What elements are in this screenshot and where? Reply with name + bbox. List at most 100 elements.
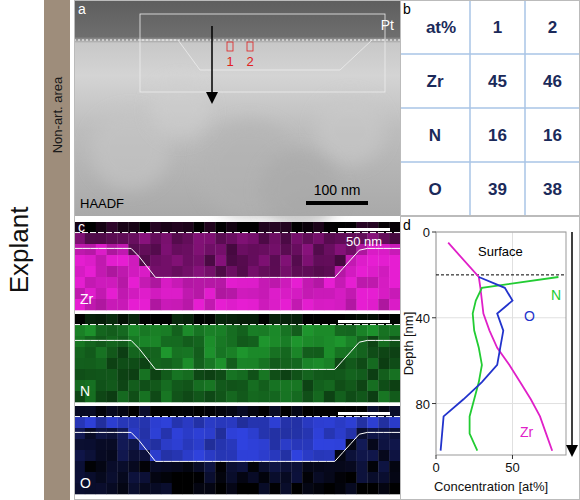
map-pixel: [117, 299, 128, 310]
map-pixel: [357, 406, 368, 417]
map-pixel: [291, 439, 302, 450]
map-pixel: [335, 417, 346, 428]
map-pixel: [324, 222, 335, 233]
map-pixel: [259, 483, 270, 494]
series-label: O: [524, 308, 535, 324]
map-pixel: [248, 266, 259, 277]
map-pixel: [194, 450, 205, 461]
map-pixel: [237, 222, 248, 233]
map-pixel: [335, 255, 346, 266]
map-pixel: [150, 299, 161, 310]
map-pixel: [389, 299, 400, 310]
map-pixel: [357, 391, 368, 402]
map-pixel: [237, 266, 248, 277]
map-pixel: [150, 347, 161, 358]
map-pixel: [172, 439, 183, 450]
map-pixel: [85, 358, 96, 369]
map-pixel: [280, 450, 291, 461]
table-bg: [400, 0, 580, 216]
map-pixel: [128, 380, 139, 391]
map-pixel: [172, 483, 183, 494]
map-pixel: [161, 288, 172, 299]
map-pixel: [280, 222, 291, 233]
map-pixel: [172, 450, 183, 461]
map-pixel: [324, 347, 335, 358]
map-pixel: [183, 336, 194, 347]
map-pixel: [389, 255, 400, 266]
map-pixel: [226, 277, 237, 288]
map-pixel: [85, 406, 96, 417]
map-pixel: [117, 233, 128, 244]
map-pixel: [107, 244, 118, 255]
map-pixel: [85, 347, 96, 358]
map-pixel: [128, 288, 139, 299]
map-pixel: [194, 222, 205, 233]
map-pixel: [346, 450, 357, 461]
scale-bar: [338, 412, 390, 415]
map-pixel: [226, 222, 237, 233]
map-pixel: [226, 233, 237, 244]
panel-frame: [401, 217, 580, 500]
map-pixel: [324, 369, 335, 380]
point-label: 2: [246, 54, 253, 69]
map-pixel: [302, 461, 313, 472]
map-pixel: [128, 461, 139, 472]
map-pixel: [215, 288, 226, 299]
map-pixel: [139, 483, 150, 494]
map-pixel: [161, 417, 172, 428]
map-pixel: [74, 461, 85, 472]
map-pixel: [259, 299, 270, 310]
map-pixel: [280, 347, 291, 358]
map-pixel: [389, 417, 400, 428]
map-pixel: [85, 266, 96, 277]
map-pixel: [248, 369, 259, 380]
map-pixel: [248, 244, 259, 255]
map-pixel: [357, 277, 368, 288]
map-pixel: [346, 314, 357, 325]
map-pixel: [150, 380, 161, 391]
map-pixel: [313, 417, 324, 428]
map-pixel: [313, 483, 324, 494]
map-pixel: [204, 255, 215, 266]
map-pixel: [302, 222, 313, 233]
map-pixel: [248, 461, 259, 472]
map-pixel: [259, 439, 270, 450]
map-pixel: [367, 288, 378, 299]
map-pixel: [378, 417, 389, 428]
map-pixel: [302, 336, 313, 347]
map-pixel: [215, 325, 226, 336]
map-label: O: [80, 475, 91, 491]
map-pixel: [107, 406, 118, 417]
map-pixel: [150, 483, 161, 494]
map-pixel: [85, 417, 96, 428]
map-pixel: [139, 255, 150, 266]
map-pixel: [215, 233, 226, 244]
map-pixel: [313, 391, 324, 402]
map-pixel: [302, 288, 313, 299]
map-pixel: [150, 266, 161, 277]
surface-line: [74, 324, 400, 325]
map-pixel: [302, 255, 313, 266]
map-pixel: [324, 325, 335, 336]
map-pixel: [150, 325, 161, 336]
map-pixel: [378, 314, 389, 325]
map-pixel: [237, 358, 248, 369]
map-pixel: [291, 336, 302, 347]
map-pixel: [237, 417, 248, 428]
map-pixel: [117, 472, 128, 483]
map-pixel: [313, 472, 324, 483]
map-pixel: [313, 266, 324, 277]
map-pixel: [107, 233, 118, 244]
map-pixel: [107, 472, 118, 483]
map-pixel: [215, 244, 226, 255]
map-pixel: [259, 450, 270, 461]
series-line: [470, 277, 559, 451]
map-pixel: [324, 277, 335, 288]
map-pixel: [248, 417, 259, 428]
map-pixel: [346, 461, 357, 472]
map-pixel: [259, 336, 270, 347]
map-pixel: [215, 266, 226, 277]
map-pixel: [172, 288, 183, 299]
map-pixel: [128, 428, 139, 439]
series-line: [441, 277, 513, 451]
